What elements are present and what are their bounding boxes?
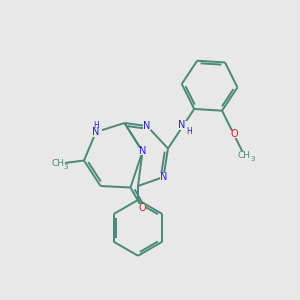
Text: N: N <box>143 121 151 131</box>
Text: N: N <box>178 120 186 130</box>
Text: N: N <box>92 127 100 137</box>
Text: H: H <box>186 127 192 136</box>
Text: O: O <box>138 203 146 213</box>
Text: 3: 3 <box>250 156 255 162</box>
FancyBboxPatch shape <box>160 173 167 181</box>
FancyBboxPatch shape <box>139 148 146 155</box>
FancyBboxPatch shape <box>50 160 65 168</box>
Text: CH: CH <box>238 151 251 160</box>
FancyBboxPatch shape <box>138 204 146 212</box>
FancyBboxPatch shape <box>90 128 102 136</box>
Text: CH: CH <box>51 159 64 168</box>
Text: H: H <box>93 121 99 130</box>
Text: N: N <box>139 146 146 157</box>
Text: 3: 3 <box>64 164 68 170</box>
Text: O: O <box>230 129 238 140</box>
FancyBboxPatch shape <box>177 121 189 130</box>
FancyBboxPatch shape <box>237 152 252 160</box>
FancyBboxPatch shape <box>230 130 238 138</box>
FancyBboxPatch shape <box>143 122 151 130</box>
Text: N: N <box>160 172 167 182</box>
